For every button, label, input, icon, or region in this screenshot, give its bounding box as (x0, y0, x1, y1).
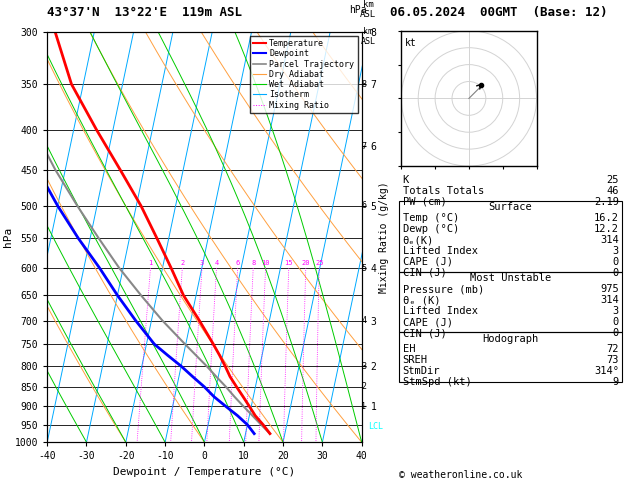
Text: 43°37'N  13°22'E  119m ASL: 43°37'N 13°22'E 119m ASL (47, 6, 242, 19)
Text: Dewp (°C): Dewp (°C) (403, 224, 459, 234)
Text: EH: EH (403, 345, 415, 354)
Text: Temp (°C): Temp (°C) (403, 213, 459, 223)
Text: 16.2: 16.2 (594, 213, 619, 223)
Text: 3: 3 (361, 362, 366, 371)
Text: kt: kt (404, 37, 416, 48)
Text: 3: 3 (200, 260, 204, 266)
Text: 12.2: 12.2 (594, 224, 619, 234)
Text: 314: 314 (600, 295, 619, 305)
Text: hPa: hPa (349, 4, 367, 15)
Text: StmSpd (kt): StmSpd (kt) (403, 377, 471, 387)
Text: SREH: SREH (403, 355, 428, 365)
Text: © weatheronline.co.uk: © weatheronline.co.uk (399, 470, 522, 480)
Text: 8: 8 (251, 260, 255, 266)
Text: 73: 73 (606, 355, 619, 365)
Text: 0: 0 (613, 317, 619, 327)
Text: CAPE (J): CAPE (J) (403, 317, 452, 327)
Text: 4: 4 (361, 316, 366, 325)
Text: 2: 2 (361, 382, 366, 391)
Text: 5: 5 (361, 263, 366, 273)
Text: 4: 4 (214, 260, 219, 266)
Y-axis label: Mixing Ratio (g/kg): Mixing Ratio (g/kg) (379, 181, 389, 293)
Text: 0: 0 (613, 328, 619, 338)
Text: km
ASL: km ASL (360, 0, 376, 19)
Text: 6: 6 (361, 201, 366, 210)
Text: 9: 9 (613, 377, 619, 387)
Text: θₑ (K): θₑ (K) (403, 295, 440, 305)
Text: LCL: LCL (369, 422, 384, 431)
Text: PW (cm): PW (cm) (403, 197, 447, 207)
Text: 1: 1 (361, 402, 366, 411)
Y-axis label: hPa: hPa (3, 227, 13, 247)
Text: 2: 2 (180, 260, 184, 266)
Text: 20: 20 (301, 260, 310, 266)
Legend: Temperature, Dewpoint, Parcel Trajectory, Dry Adiabat, Wet Adiabat, Isotherm, Mi: Temperature, Dewpoint, Parcel Trajectory… (250, 36, 357, 113)
Text: StmDir: StmDir (403, 366, 440, 376)
X-axis label: Dewpoint / Temperature (°C): Dewpoint / Temperature (°C) (113, 467, 296, 477)
Text: Surface: Surface (489, 202, 532, 212)
Text: θₑ(K): θₑ(K) (403, 235, 434, 245)
Text: 975: 975 (600, 284, 619, 295)
Text: Totals Totals: Totals Totals (403, 186, 484, 196)
Text: CAPE (J): CAPE (J) (403, 257, 452, 267)
Text: 10: 10 (261, 260, 270, 266)
Text: 46: 46 (606, 186, 619, 196)
Text: K: K (403, 175, 409, 185)
Text: 0: 0 (613, 268, 619, 278)
Text: 314: 314 (600, 235, 619, 245)
Text: Most Unstable: Most Unstable (470, 273, 551, 283)
Text: 8: 8 (361, 80, 366, 88)
Text: 1: 1 (148, 260, 153, 266)
Text: 2.19: 2.19 (594, 197, 619, 207)
Text: 3: 3 (613, 306, 619, 316)
Text: 6: 6 (235, 260, 240, 266)
Text: 25: 25 (606, 175, 619, 185)
Text: 25: 25 (315, 260, 323, 266)
Text: 314°: 314° (594, 366, 619, 376)
Text: Hodograph: Hodograph (482, 333, 538, 344)
Text: Pressure (mb): Pressure (mb) (403, 284, 484, 295)
Text: Lifted Index: Lifted Index (403, 246, 477, 256)
Text: 3: 3 (613, 246, 619, 256)
Text: 72: 72 (606, 345, 619, 354)
Text: 06.05.2024  00GMT  (Base: 12): 06.05.2024 00GMT (Base: 12) (390, 6, 608, 19)
Text: CIN (J): CIN (J) (403, 268, 447, 278)
Text: CIN (J): CIN (J) (403, 328, 447, 338)
Text: 15: 15 (284, 260, 293, 266)
Text: 7: 7 (361, 142, 366, 151)
Text: 0: 0 (613, 257, 619, 267)
Text: km
ASL: km ASL (360, 27, 376, 46)
Text: Lifted Index: Lifted Index (403, 306, 477, 316)
